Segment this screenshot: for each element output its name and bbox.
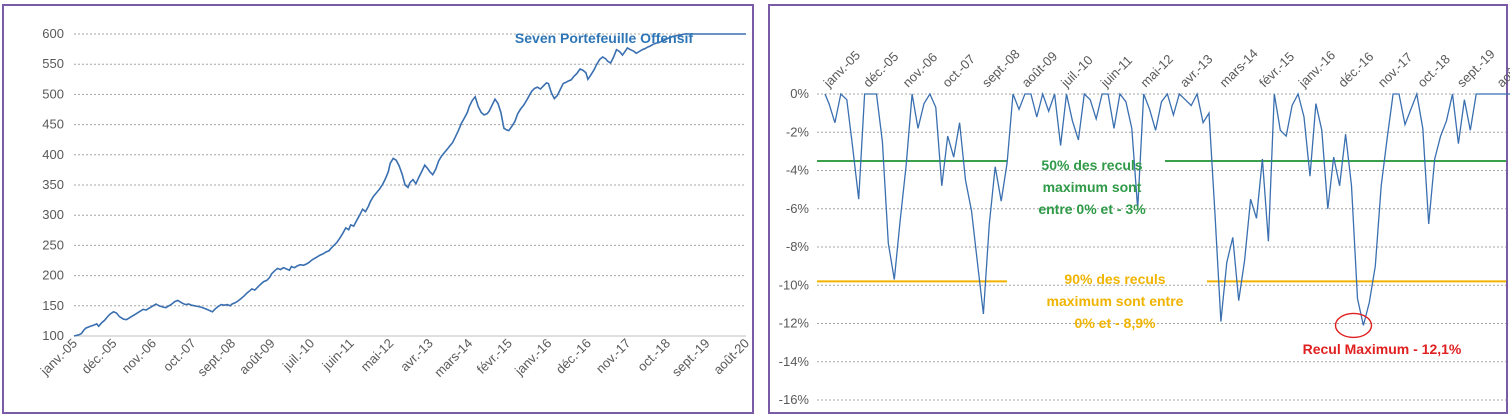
x-tick-label: avr.-13 [397, 336, 436, 375]
x-tick-label: févr.-15 [474, 336, 515, 377]
y-tick-label: -14% [779, 354, 810, 369]
x-tick-label: mai-12 [1137, 51, 1176, 90]
annotation-90-line-3: 0% et - 8,9% [1074, 315, 1156, 331]
x-tick-label: juin-11 [1097, 53, 1135, 91]
annotation-max-drawdown: Recul Maximum - 12,1% [1282, 338, 1482, 360]
x-tick-label: sept.-08 [194, 336, 238, 380]
x-tick-label: août-20 [1494, 48, 1510, 90]
y-tick-label: -10% [779, 277, 810, 292]
x-tick-label: mars-14 [1216, 46, 1260, 90]
annotation-50-line-1: 50% des reculs [1041, 157, 1143, 173]
y-tick-label: -12% [779, 316, 810, 331]
y-tick-label: 450 [42, 117, 64, 132]
x-tick-label: janv.-16 [511, 336, 554, 379]
series-line [73, 33, 746, 337]
x-tick-label: juin-11 [319, 336, 357, 374]
y-tick-label: 0% [790, 86, 809, 101]
y-tick-label: 200 [42, 268, 64, 283]
y-tick-label: 400 [42, 147, 64, 162]
x-tick-label: août-20 [710, 336, 752, 378]
x-tick-label: déc.-05 [860, 49, 901, 90]
x-tick-label: sept.-19 [669, 336, 713, 380]
y-tick-label: -8% [786, 239, 810, 254]
x-tick-label: août-09 [236, 336, 278, 378]
y-tick-label: -16% [779, 392, 810, 407]
x-tick-label: juil.-10 [279, 336, 317, 374]
y-tick-label: 550 [42, 56, 64, 71]
x-tick-label: oct.-07 [160, 336, 199, 375]
annotation-90-line-1: 90% des reculs [1064, 271, 1166, 287]
y-tick-label: 600 [42, 26, 64, 41]
performance-chart: 100150200250300350400450500550600janv.-0… [37, 26, 752, 380]
x-tick-label: sept.-19 [1454, 46, 1498, 90]
x-tick-label: déc.-05 [78, 336, 119, 377]
x-tick-label: janv.-05 [820, 47, 863, 90]
x-tick-label: déc.-16 [1335, 49, 1376, 90]
y-tick-label: -2% [786, 124, 810, 139]
annotation-50-percent: 50% des reculs maximum sont entre 0% et … [1002, 154, 1182, 220]
chart-title: Seven Portefeuille Offensif [515, 30, 693, 46]
annotation-90-percent: 90% des reculs maximum sont entre 0% et … [1015, 268, 1215, 334]
x-tick-label: oct.-18 [1414, 51, 1453, 90]
y-tick-label: -6% [786, 201, 810, 216]
left-chart-panel: 100 150 200 250 300 350 400 450 500 550 600 janv.-0… [2, 4, 754, 414]
max-drawdown-circle [1334, 312, 1373, 339]
x-tick-label: nov.-17 [593, 336, 634, 377]
y-tick-label: 100 [42, 328, 64, 343]
y-tick-label: -4% [786, 163, 810, 178]
x-tick-label: nov.-17 [1375, 50, 1416, 91]
x-tick-label: oct.-07 [939, 51, 978, 90]
y-tick-label: 300 [42, 207, 64, 222]
x-tick-label: juil.-10 [1057, 52, 1095, 90]
x-tick-label: déc.-16 [553, 336, 594, 377]
drawdown-line [824, 91, 1510, 326]
y-tick-label: 350 [42, 177, 64, 192]
x-tick-label: janv.-16 [1295, 47, 1338, 90]
x-tick-label: oct.-18 [634, 336, 673, 375]
x-tick-label: avr.-13 [1177, 51, 1216, 90]
x-tick-label: mars-14 [431, 336, 475, 380]
x-tick-label: févr.-15 [1256, 49, 1297, 90]
x-tick-label: sept.-08 [979, 46, 1023, 90]
x-tick-label: nov.-06 [900, 50, 941, 91]
right-chart-panel: 0% -2% -4% -6% -8% -10% -12% -14% -16% janv.-05 dé… [768, 4, 1510, 414]
x-tick-label: août-09 [1018, 48, 1060, 90]
y-tick-label: 250 [42, 237, 64, 252]
x-tick-label: nov.-06 [119, 336, 160, 377]
y-tick-label: 150 [42, 298, 64, 313]
y-tick-label: 500 [42, 86, 64, 101]
drawdown-chart: 0%-2%-4%-6%-8%-10%-12%-14%-16%janv.-05dé… [779, 46, 1510, 407]
annotation-50-line-2: maximum sont [1042, 179, 1142, 195]
annotation-90-line-2: maximum sont entre [1046, 293, 1184, 309]
annotation-50-line-3: entre 0% et - 3% [1038, 201, 1146, 217]
annotation-max-line-1: Recul Maximum - 12,1% [1302, 341, 1462, 357]
x-tick-label: mai-12 [358, 336, 397, 375]
